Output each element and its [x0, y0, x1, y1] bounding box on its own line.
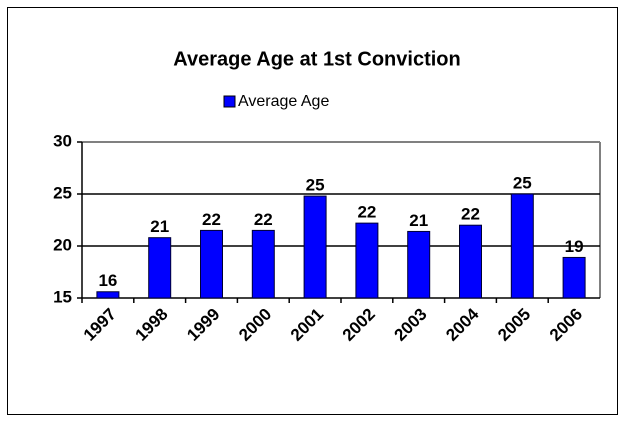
- data-label: 25: [513, 173, 532, 192]
- bar: [251, 229, 275, 299]
- data-label: 22: [357, 203, 376, 222]
- y-tick-label: 15: [53, 287, 72, 306]
- data-label: 16: [98, 271, 117, 290]
- bar: [407, 230, 431, 299]
- y-tick-label: 20: [53, 235, 72, 254]
- bar: [200, 229, 223, 299]
- bar: [459, 224, 482, 299]
- data-label: 22: [202, 210, 221, 229]
- bar: [148, 237, 172, 299]
- data-label: 25: [306, 176, 325, 195]
- data-label: 22: [461, 205, 480, 224]
- bar: [96, 291, 120, 299]
- y-tick-label: 30: [53, 131, 72, 150]
- data-label: 22: [254, 210, 273, 229]
- bar: [562, 256, 586, 299]
- bar: [303, 195, 327, 299]
- bar: [510, 193, 534, 299]
- legend-swatch: [223, 95, 236, 108]
- data-label: 21: [150, 217, 169, 236]
- y-tick-label: 25: [53, 183, 72, 202]
- data-label: 21: [409, 211, 428, 230]
- chart-title: Average Age at 1st Conviction: [173, 48, 460, 70]
- bar: [355, 222, 379, 299]
- legend-label: Average Age: [238, 93, 329, 110]
- data-label: 19: [565, 237, 584, 256]
